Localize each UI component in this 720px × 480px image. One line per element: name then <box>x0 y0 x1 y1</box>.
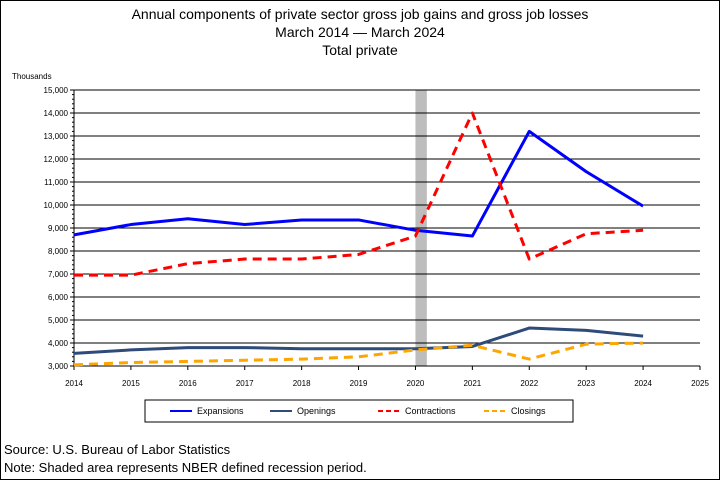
y-tick-label: 6,000 <box>48 293 69 302</box>
x-tick-label: 2025 <box>691 379 709 388</box>
y-tick-label: 8,000 <box>48 247 69 256</box>
legend-label-expansions: Expansions <box>197 406 244 416</box>
recession-note: Note: Shaded area represents NBER define… <box>4 460 367 475</box>
x-tick-label: 2024 <box>634 379 652 388</box>
y-tick-label: 13,000 <box>44 132 69 141</box>
y-tick-label: 9,000 <box>48 224 69 233</box>
chart-title: Annual components of private sector gros… <box>131 6 589 22</box>
x-tick-label: 2022 <box>520 379 538 388</box>
y-axis-label: Thousands <box>12 72 52 81</box>
legend-box <box>144 399 574 423</box>
x-tick-label: 2015 <box>122 379 140 388</box>
x-tick-label: 2021 <box>463 379 481 388</box>
y-tick-label: 15,000 <box>44 86 69 95</box>
legend-label-openings: Openings <box>297 406 336 416</box>
series-line-contractions <box>74 111 644 277</box>
y-tick-label: 5,000 <box>48 316 69 325</box>
x-tick-label: 2014 <box>65 379 83 388</box>
chart-subtitle: March 2014 — March 2024 <box>275 24 445 40</box>
x-tick-label: 2020 <box>407 379 425 388</box>
x-tick-label: 2023 <box>577 379 595 388</box>
series-line-closings <box>73 341 644 367</box>
legend-label-closings: Closings <box>511 406 546 416</box>
chart-subtitle-2: Total private <box>322 42 398 58</box>
y-tick-label: 10,000 <box>44 201 69 210</box>
series-line-expansions <box>73 129 644 238</box>
series-line-openings <box>73 326 644 355</box>
y-tick-label: 12,000 <box>44 155 69 164</box>
x-tick-label: 2018 <box>293 379 311 388</box>
x-tick-label: 2019 <box>350 379 368 388</box>
y-tick-label: 14,000 <box>44 109 69 118</box>
x-tick-label: 2017 <box>236 379 254 388</box>
x-tick-label: 2016 <box>179 379 197 388</box>
y-tick-label: 4,000 <box>48 339 69 348</box>
legend-label-contractions: Contractions <box>405 406 456 416</box>
y-tick-label: 7,000 <box>48 270 69 279</box>
y-tick-label: 3,000 <box>48 362 69 371</box>
source-note: Source: U.S. Bureau of Labor Statistics <box>4 442 231 457</box>
y-tick-label: 11,000 <box>44 178 68 187</box>
